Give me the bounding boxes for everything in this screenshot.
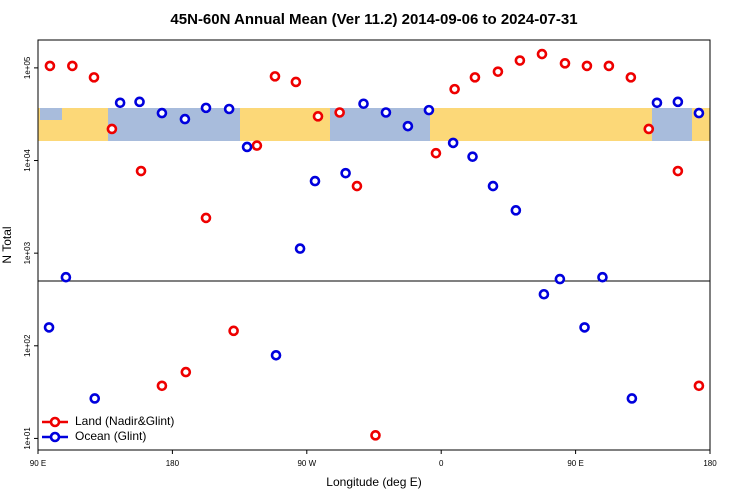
point bbox=[294, 243, 306, 254]
point bbox=[200, 102, 212, 114]
point bbox=[334, 107, 345, 118]
point bbox=[269, 71, 281, 82]
x-tick-label: 180 bbox=[166, 459, 180, 468]
point bbox=[603, 60, 615, 72]
point bbox=[340, 167, 351, 179]
point bbox=[538, 288, 550, 300]
point bbox=[672, 96, 684, 108]
y-tick-label: 1e+05 bbox=[23, 56, 32, 79]
legend-label: Land (Nadir&Glint) bbox=[75, 414, 174, 428]
chart-title: 45N-60N Annual Mean (Ver 11.2) 2014-09-0… bbox=[170, 11, 577, 28]
point bbox=[554, 273, 566, 285]
point bbox=[672, 165, 684, 177]
point bbox=[290, 76, 302, 88]
point bbox=[106, 123, 118, 135]
point bbox=[358, 98, 369, 110]
legend-label: Ocean (Glint) bbox=[75, 429, 146, 443]
point bbox=[626, 393, 638, 404]
legend-marker bbox=[49, 416, 61, 428]
point bbox=[89, 393, 101, 404]
plot-frame bbox=[37, 39, 711, 451]
point bbox=[114, 97, 126, 109]
point bbox=[67, 60, 78, 72]
point bbox=[351, 180, 363, 192]
point bbox=[251, 140, 263, 151]
map-strip bbox=[38, 108, 710, 141]
point bbox=[423, 104, 435, 116]
point bbox=[693, 380, 705, 392]
legend-marker bbox=[49, 431, 61, 443]
point bbox=[180, 366, 192, 378]
point bbox=[492, 66, 504, 77]
point bbox=[380, 107, 392, 118]
point bbox=[597, 271, 608, 283]
point bbox=[536, 48, 548, 60]
point bbox=[135, 165, 147, 177]
point bbox=[88, 72, 100, 83]
point bbox=[693, 107, 705, 119]
point bbox=[467, 151, 478, 162]
y-tick-label: 1e+01 bbox=[23, 427, 32, 450]
point bbox=[200, 212, 212, 224]
point bbox=[223, 103, 235, 115]
point bbox=[449, 83, 460, 95]
point bbox=[309, 175, 321, 187]
point bbox=[241, 141, 253, 153]
point bbox=[228, 325, 239, 337]
point bbox=[581, 60, 593, 72]
x-tick-label: 90 W bbox=[297, 459, 316, 468]
y-tick-label: 1e+02 bbox=[23, 334, 32, 357]
point bbox=[43, 322, 55, 333]
point bbox=[651, 97, 663, 109]
y-tick-label: 1e+04 bbox=[23, 149, 32, 172]
point bbox=[510, 205, 522, 216]
point bbox=[370, 430, 381, 441]
point bbox=[514, 55, 526, 66]
point bbox=[430, 147, 442, 159]
point bbox=[312, 111, 324, 122]
x-tick-label: 180 bbox=[703, 459, 717, 468]
y-tick-label: 1e+03 bbox=[23, 241, 32, 264]
x-tick-label: 0 bbox=[439, 459, 444, 468]
y-axis-label: N Total bbox=[0, 226, 14, 263]
point bbox=[156, 380, 168, 392]
point bbox=[643, 123, 655, 135]
point bbox=[179, 113, 191, 125]
point bbox=[156, 107, 168, 119]
point bbox=[44, 60, 56, 72]
point bbox=[447, 137, 459, 149]
point bbox=[559, 58, 571, 69]
point bbox=[402, 120, 414, 132]
point bbox=[469, 72, 481, 83]
x-tick-label: 90 E bbox=[567, 459, 583, 468]
point bbox=[134, 96, 145, 108]
point bbox=[270, 349, 282, 361]
point bbox=[487, 180, 499, 192]
x-axis-label: Longitude (deg E) bbox=[326, 475, 421, 489]
point bbox=[60, 271, 72, 283]
x-tick-label: 90 E bbox=[30, 459, 46, 468]
point bbox=[579, 322, 590, 333]
point bbox=[625, 72, 637, 83]
